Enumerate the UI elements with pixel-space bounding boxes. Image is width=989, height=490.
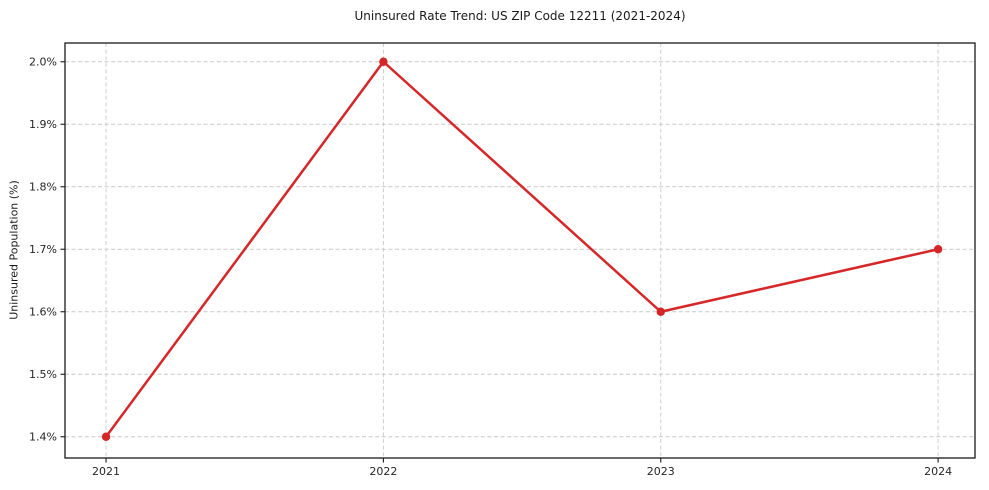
x-tick-label: 2024 — [924, 465, 952, 478]
chart-title: Uninsured Rate Trend: US ZIP Code 12211 … — [354, 9, 686, 23]
y-tick-label: 2.0% — [29, 55, 57, 68]
x-tick-label: 2021 — [92, 465, 120, 478]
data-point-marker — [379, 57, 388, 66]
data-point-marker — [656, 307, 665, 316]
plot-frame — [64, 42, 976, 459]
y-tick-label: 1.7% — [29, 243, 57, 256]
x-tick-label: 2022 — [369, 465, 397, 478]
y-tick-label: 1.5% — [29, 368, 57, 381]
trend-line — [104, 60, 940, 438]
y-tick-label: 1.9% — [29, 118, 57, 131]
y-tick-label: 1.4% — [29, 430, 57, 443]
y-tick-label: 1.8% — [29, 180, 57, 193]
data-point-marker — [101, 432, 111, 441]
y-tick-label: 1.6% — [29, 305, 57, 318]
x-tick-label: 2023 — [647, 465, 675, 478]
data-point-marker — [933, 245, 943, 254]
